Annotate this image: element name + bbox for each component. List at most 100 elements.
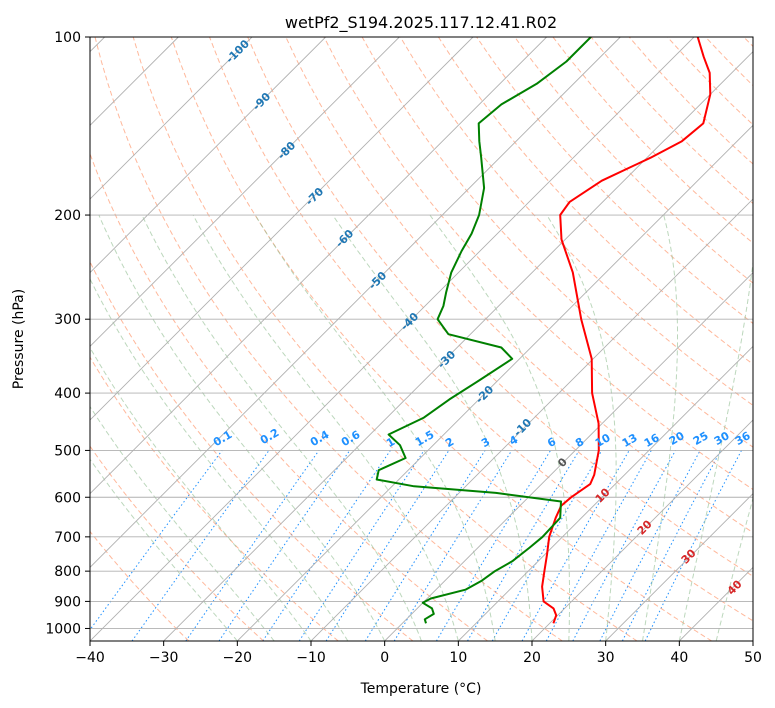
x-tick-label: 30: [597, 650, 615, 666]
dewpoint-line: [375, 37, 592, 624]
y-tick-label: 500: [54, 443, 81, 459]
y-axis-ticks: 100 200 300 400 500 600 700 800 900 1000: [45, 30, 90, 637]
isotherm-line: [458, 345, 753, 641]
mixing-ratio-line: [572, 450, 676, 641]
dry-adiabat-line: [514, 37, 753, 284]
moist-adiabat-line: [90, 405, 275, 641]
mixing-ratio-label: 13: [620, 431, 640, 450]
moist-adiabat-line: [332, 214, 533, 641]
moist-adiabat-line: [98, 214, 386, 641]
mixing-ratio-label: 16: [642, 431, 662, 450]
mixing-ratio-line: [435, 450, 552, 641]
mixing-ratio-line: [185, 450, 320, 641]
mixing-ratio-line: [262, 450, 391, 641]
mixing-ratio-label: 2: [443, 435, 456, 450]
moist-adiabat-label: 30: [679, 546, 699, 566]
plot-frame: [89, 36, 754, 642]
moist-adiabat-line: [192, 214, 459, 641]
isotherm-line: [531, 419, 753, 641]
isotherm-line: [90, 37, 400, 347]
moist-adiabat-line: [141, 214, 422, 641]
temperature-line: [541, 37, 712, 624]
y-tick-label: 100: [54, 30, 81, 46]
y-axis-label: Pressure (hPa): [11, 289, 27, 389]
x-axis-label: Temperature (°C): [360, 681, 482, 697]
dry-adiabat-line: [90, 445, 264, 641]
dry-adiabat-line: [285, 37, 753, 534]
mixing-ratio-line: [393, 450, 513, 641]
dry-adiabat-line: [667, 37, 753, 126]
dry-adiabat-line: [170, 37, 712, 641]
isotherm-line: [384, 272, 753, 641]
isotherm-line: [605, 493, 753, 641]
mixing-ratio-line: [325, 450, 450, 641]
mixing-ratio-label: 0.1: [211, 428, 234, 449]
dry-adiabat-line: [90, 356, 339, 641]
dry-adiabat-line: [90, 152, 488, 641]
moist-adiabat-line: [90, 458, 238, 641]
pressure-gridlines: [90, 37, 753, 629]
y-tick-label: 400: [54, 386, 81, 402]
isotherm-lines: [90, 37, 753, 641]
dry-adiabat-label: -30: [435, 348, 458, 371]
moist-adiabat-line: [678, 258, 753, 641]
isotherm-line: [237, 124, 753, 641]
isotherm-line: [90, 37, 695, 641]
mixing-ratio-label: 3: [479, 435, 492, 450]
x-tick-label: 50: [744, 650, 762, 666]
moist-adiabat-label: 40: [725, 577, 745, 597]
x-tick-label: 40: [670, 650, 688, 666]
mixing-ratio-line: [218, 450, 351, 641]
moist-adiabat-label: 20: [635, 517, 655, 537]
moist-adiabat-lines: [90, 214, 753, 641]
y-tick-label: 800: [54, 564, 81, 580]
moist-adiabat-line: [90, 346, 312, 641]
profile-series: [375, 37, 712, 624]
dry-adiabat-label: -70: [303, 185, 326, 208]
isotherm-line: [679, 566, 753, 641]
mixing-ratio-label: 20: [667, 429, 687, 448]
mixing-ratio-line: [545, 450, 652, 641]
dry-adiabat-line: [94, 37, 563, 641]
y-tick-label: 300: [54, 312, 81, 328]
dry-adiabat-line: [437, 37, 753, 365]
isotherm-line: [310, 198, 753, 641]
dry-adiabat-label: -80: [275, 139, 298, 162]
mixing-ratio-label: 1: [384, 435, 397, 450]
isotherm-line: [90, 37, 621, 568]
mixing-ratio-lines: [90, 450, 742, 641]
mixing-ratio-line: [298, 450, 425, 641]
mixing-ratio-label: 25: [691, 429, 711, 448]
dry-adiabat-line: [209, 37, 753, 622]
dry-adiabat-label: -50: [366, 269, 389, 292]
moist-adiabat-line: [642, 214, 678, 641]
x-tick-label: 20: [523, 650, 541, 666]
dry-adiabat-line: [90, 260, 414, 641]
x-tick-label: −10: [296, 650, 326, 666]
y-tick-label: 1000: [45, 621, 81, 637]
mixing-ratio-label: 0.2: [258, 426, 281, 447]
isotherm-line: [90, 37, 474, 421]
x-tick-label: −30: [149, 650, 179, 666]
moist-adiabat-line: [90, 277, 349, 641]
mixing-ratio-line: [644, 450, 742, 641]
dry-adiabat-lines: [90, 37, 753, 641]
isotherm-line: [90, 37, 253, 200]
plot-area: -100-90-80-70-60-50-40-30-20-10010203040…: [90, 37, 753, 641]
mixing-ratio-label: 6: [545, 435, 558, 450]
moist-adiabat-line: [546, 214, 617, 641]
dry-adiabat-line: [743, 37, 753, 48]
dry-adiabat-line: [399, 37, 753, 407]
mixing-ratio-label: 0.4: [308, 428, 332, 449]
x-tick-label: −40: [75, 650, 105, 666]
chart-title: wetPf2_S194.2025.117.12.41.R02: [285, 13, 557, 33]
mixing-ratio-line: [599, 450, 701, 641]
moist-adiabat-line: [715, 496, 753, 641]
y-tick-label: 900: [54, 594, 81, 610]
isotherm-line: [90, 37, 547, 495]
moist-adiabat-line: [254, 214, 496, 641]
dry-adiabat-line: [247, 37, 753, 577]
mixing-ratio-label: 8: [573, 435, 586, 450]
dry-adiabat-line: [90, 530, 190, 641]
